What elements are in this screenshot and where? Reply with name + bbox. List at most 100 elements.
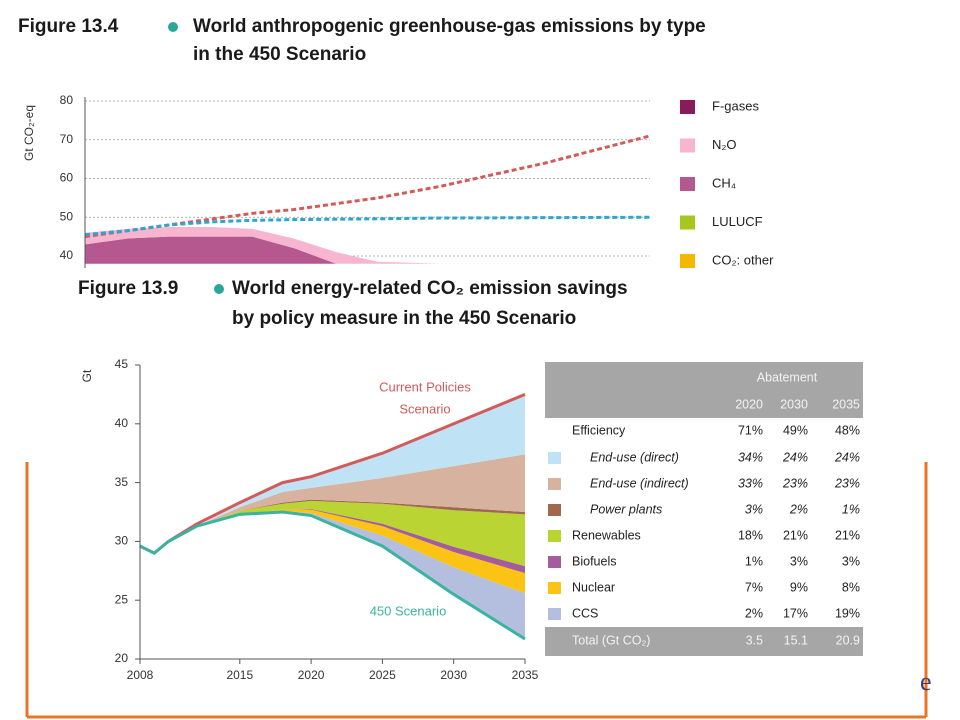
y-tick-label: 40 [115,416,129,430]
legend-label: CH₄ [712,175,736,190]
y-tick-label: 30 [115,534,129,548]
table-cell: 1% [745,554,763,568]
table-cell: 21% [835,528,860,542]
x-tick-label: 2025 [369,668,396,682]
x-tick-label: 2008 [127,668,154,682]
legend-swatch [680,138,695,153]
table-cell: 15.1 [784,633,808,647]
table-cell: 3.5 [746,633,763,647]
table-cell: 24% [782,450,808,464]
table-cell: 2% [789,502,808,516]
area [140,509,525,594]
y-tick-label: 80 [60,93,74,107]
figure-label: Figure 13.4 [18,16,119,37]
table-cell: 71% [738,423,763,437]
y-axis-label: Gt [80,369,94,382]
table-cell: 3% [842,554,860,568]
legend-label: CO₂: other [712,252,774,267]
table-swatch [548,608,561,620]
table-cell: 20.9 [836,633,860,647]
table-cell: 9% [790,580,808,594]
table-column: 2020 [735,397,763,411]
legend-swatch [680,177,695,191]
legend-label: LULUCF [712,214,763,229]
x-tick-label: 2030 [440,668,467,682]
table-row-label: Nuclear [572,580,615,594]
table-cell: 34% [738,450,763,464]
y-tick-label: 25 [115,592,129,606]
table-swatch [548,582,561,594]
area [140,510,525,640]
y-tick-label: 40 [60,248,74,262]
figure-title: World anthropogenic greenhouse-gas emiss… [193,16,706,37]
area [85,226,650,264]
area [140,394,525,554]
table-cell: 17% [783,606,808,620]
table-swatch [548,504,561,516]
plot [84,100,651,264]
table-cell: 18% [738,528,763,542]
table-cell: 24% [834,450,860,464]
table-row-label: Biofuels [572,554,616,568]
table-cell: 23% [782,476,808,490]
x-tick-label: 2020 [298,668,325,682]
bullet [214,284,224,294]
figure-title: in the 450 Scenario [193,44,366,65]
table-cell: 1% [842,502,860,516]
table-swatch [548,556,561,568]
table-swatch [548,478,561,490]
y-tick-label: 70 [60,132,74,146]
area [140,454,525,554]
table-cell: 3% [790,554,808,568]
line-label: 450 Scenario [370,603,447,618]
table-swatch [548,530,561,542]
legend-swatch [680,215,695,230]
table-row-label: End-use (direct) [590,450,679,464]
area [140,500,525,567]
table-row-label: Power plants [590,502,662,516]
area [85,236,650,264]
figure-title: World energy-related CO₂ emission saving… [232,278,628,299]
table-total [545,627,863,656]
figure-title: by policy measure in the 450 Scenario [232,308,576,329]
table-row-label: Efficiency [572,423,626,437]
table-cell: 8% [842,580,860,594]
legend-swatch [680,254,695,268]
figure-label: Figure 13.9 [78,278,178,299]
legend-label: N₂O [712,137,737,152]
table-cell: 33% [738,476,763,490]
table-row-label: CCS [572,606,598,620]
y-tick-label: 20 [115,651,129,665]
y-tick-label: 35 [115,475,129,489]
y-axis-label: Gt CO₂-eq [22,105,36,161]
y-tick-label: 45 [115,357,129,371]
y-tick-label: 50 [60,209,74,223]
table-row-label: End-use (indirect) [590,476,689,490]
table-cell: 23% [834,476,860,490]
x-tick-label: 2015 [226,668,253,682]
bullet [168,22,178,32]
table-cell: 7% [745,580,763,594]
table-cell: 48% [835,423,860,437]
line [139,510,526,641]
text-fragment: e [920,667,932,696]
table-cell: 19% [835,606,860,620]
line [84,215,651,237]
y-tick-label: 60 [60,171,74,185]
line-label: Current Policies [379,379,471,394]
table-swatch [548,452,561,464]
table-row-label: Total (Gt CO₂) [572,633,650,647]
x-tick-label: 2035 [512,668,539,682]
table-header-label: Abatement [757,370,818,384]
table-cell: 49% [783,423,808,437]
line-label: Scenario [399,401,450,416]
table-row-label: Renewables [572,528,641,542]
table-column: 2035 [832,397,860,411]
legend-label: F-gases [712,98,759,113]
line [84,134,651,239]
frame [25,462,928,719]
table-cell: 3% [745,502,763,516]
table-cell: 21% [783,528,808,542]
table-column: 2030 [780,397,808,411]
